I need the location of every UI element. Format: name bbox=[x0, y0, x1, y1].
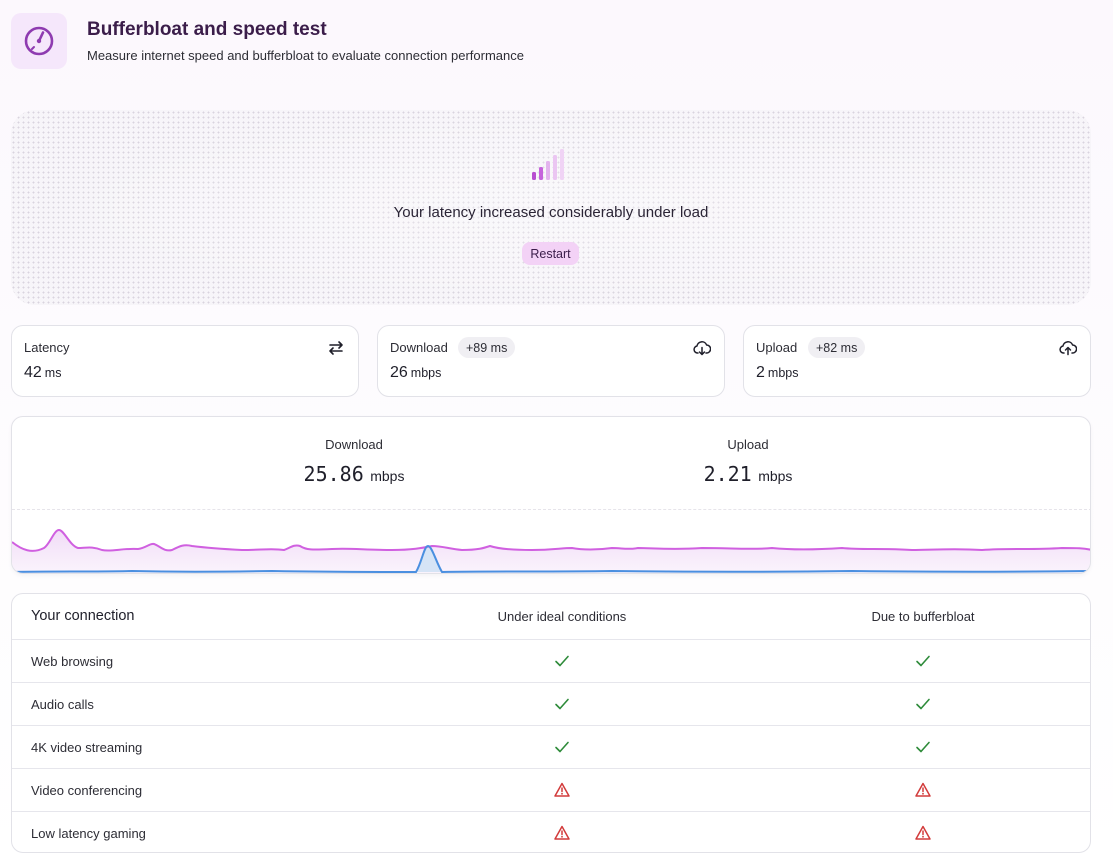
upload-value: 2 mbps bbox=[756, 364, 798, 382]
speedometer-icon bbox=[11, 13, 67, 69]
download-number: 26 bbox=[390, 364, 408, 381]
upload-speed-number: 2.21 bbox=[703, 462, 752, 486]
swap-arrows-icon bbox=[329, 341, 343, 355]
table-row: Web browsing bbox=[12, 639, 1090, 682]
cloud-upload-icon bbox=[1059, 341, 1077, 356]
check-icon bbox=[555, 741, 569, 753]
upload-number: 2 bbox=[756, 364, 765, 381]
column-header-connection: Your connection bbox=[31, 608, 135, 624]
table-row: 4K video streaming bbox=[12, 725, 1090, 768]
row-label: Audio calls bbox=[31, 697, 94, 712]
table-row: Low latency gaming bbox=[12, 811, 1090, 852]
upload-unit: mbps bbox=[767, 366, 799, 380]
download-speed-number: 25.86 bbox=[303, 462, 364, 486]
latency-label: Latency bbox=[24, 340, 70, 355]
row-label: Video conferencing bbox=[31, 783, 143, 798]
signal-bars-icon bbox=[532, 149, 564, 180]
row-label: Web browsing bbox=[31, 654, 114, 669]
upload-label: Upload bbox=[756, 340, 798, 355]
download-label: Download bbox=[390, 340, 448, 355]
page-header: Bufferbloat and speed test Measure inter… bbox=[11, 13, 1101, 69]
table-row: Audio calls bbox=[12, 682, 1090, 725]
column-header-ideal: Under ideal conditions bbox=[497, 609, 627, 624]
cloud-download-icon bbox=[693, 341, 711, 356]
upload-card: Upload +82 ms 2 mbps bbox=[743, 325, 1091, 397]
table-header-row: Your connection Under ideal conditions D… bbox=[12, 594, 1090, 639]
download-line bbox=[12, 528, 1090, 552]
latency-number: 42 bbox=[24, 364, 42, 381]
latency-unit: ms bbox=[44, 366, 62, 380]
page-subtitle: Measure internet speed and bufferbloat t… bbox=[87, 48, 524, 63]
restart-button[interactable]: Restart bbox=[522, 242, 579, 265]
download-speed-label: Download bbox=[325, 437, 383, 452]
download-latency-badge: +89 ms bbox=[458, 337, 516, 358]
check-icon bbox=[916, 741, 930, 753]
table-row: Video conferencing bbox=[12, 768, 1090, 811]
download-unit: mbps bbox=[410, 366, 442, 380]
download-card: Download +89 ms 26 mbps bbox=[377, 325, 725, 397]
latency-card: Latency 42 ms bbox=[11, 325, 359, 397]
latency-value: 42 ms bbox=[24, 364, 61, 382]
download-speed-unit: mbps bbox=[370, 468, 405, 484]
warning-icon bbox=[554, 825, 570, 840]
row-label: 4K video streaming bbox=[31, 740, 143, 755]
download-value: 26 mbps bbox=[390, 364, 441, 382]
download-area bbox=[12, 530, 1090, 573]
download-speed-stat: Download 25.86 mbps bbox=[244, 437, 464, 486]
upload-peak-area bbox=[416, 546, 442, 572]
check-icon bbox=[916, 698, 930, 710]
upload-speed-value: 2.21 mbps bbox=[638, 462, 858, 486]
row-label: Low latency gaming bbox=[31, 826, 146, 841]
speed-sparkline bbox=[12, 528, 1090, 573]
upload-speed-unit: mbps bbox=[758, 468, 793, 484]
check-icon bbox=[916, 655, 930, 667]
upload-speed-stat: Upload 2.21 mbps bbox=[638, 437, 858, 486]
page-title: Bufferbloat and speed test bbox=[87, 19, 327, 40]
chart-divider bbox=[12, 509, 1090, 510]
check-icon bbox=[555, 698, 569, 710]
warning-icon bbox=[554, 782, 570, 797]
download-speed-value: 25.86 mbps bbox=[244, 462, 464, 486]
upload-line bbox=[12, 544, 1090, 573]
speed-chart-card: Download 25.86 mbps Upload 2.21 mbps bbox=[11, 416, 1091, 574]
warning-icon bbox=[915, 782, 931, 797]
upload-speed-label: Upload bbox=[727, 437, 769, 452]
status-message: Your latency increased considerably unde… bbox=[393, 204, 709, 221]
connection-table: Your connection Under ideal conditions D… bbox=[11, 593, 1091, 853]
upload-latency-badge: +82 ms bbox=[808, 337, 866, 358]
check-icon bbox=[555, 655, 569, 667]
test-status-panel: Your latency increased considerably unde… bbox=[11, 110, 1091, 305]
column-header-bufferbloat: Due to bufferbloat bbox=[871, 609, 975, 624]
warning-icon bbox=[915, 825, 931, 840]
